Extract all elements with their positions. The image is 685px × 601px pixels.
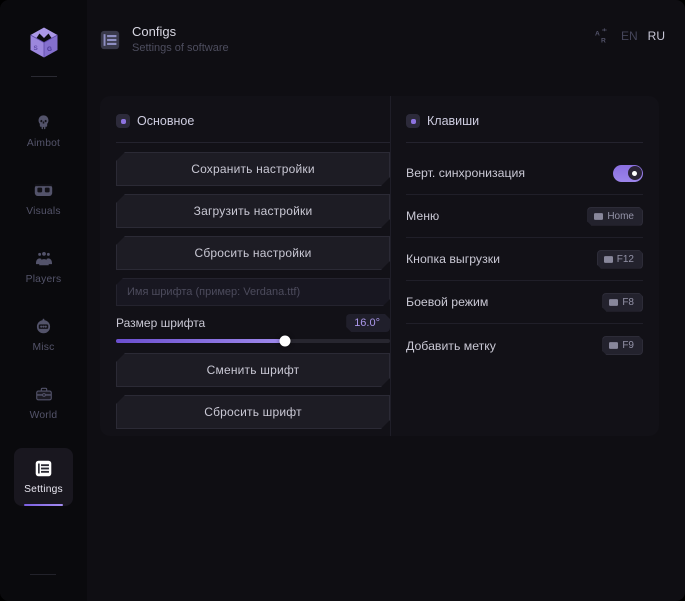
svg-text:A: A: [595, 30, 600, 37]
svg-text:G: G: [47, 46, 52, 53]
svg-text:S: S: [33, 45, 37, 52]
svg-text:R: R: [601, 38, 606, 44]
